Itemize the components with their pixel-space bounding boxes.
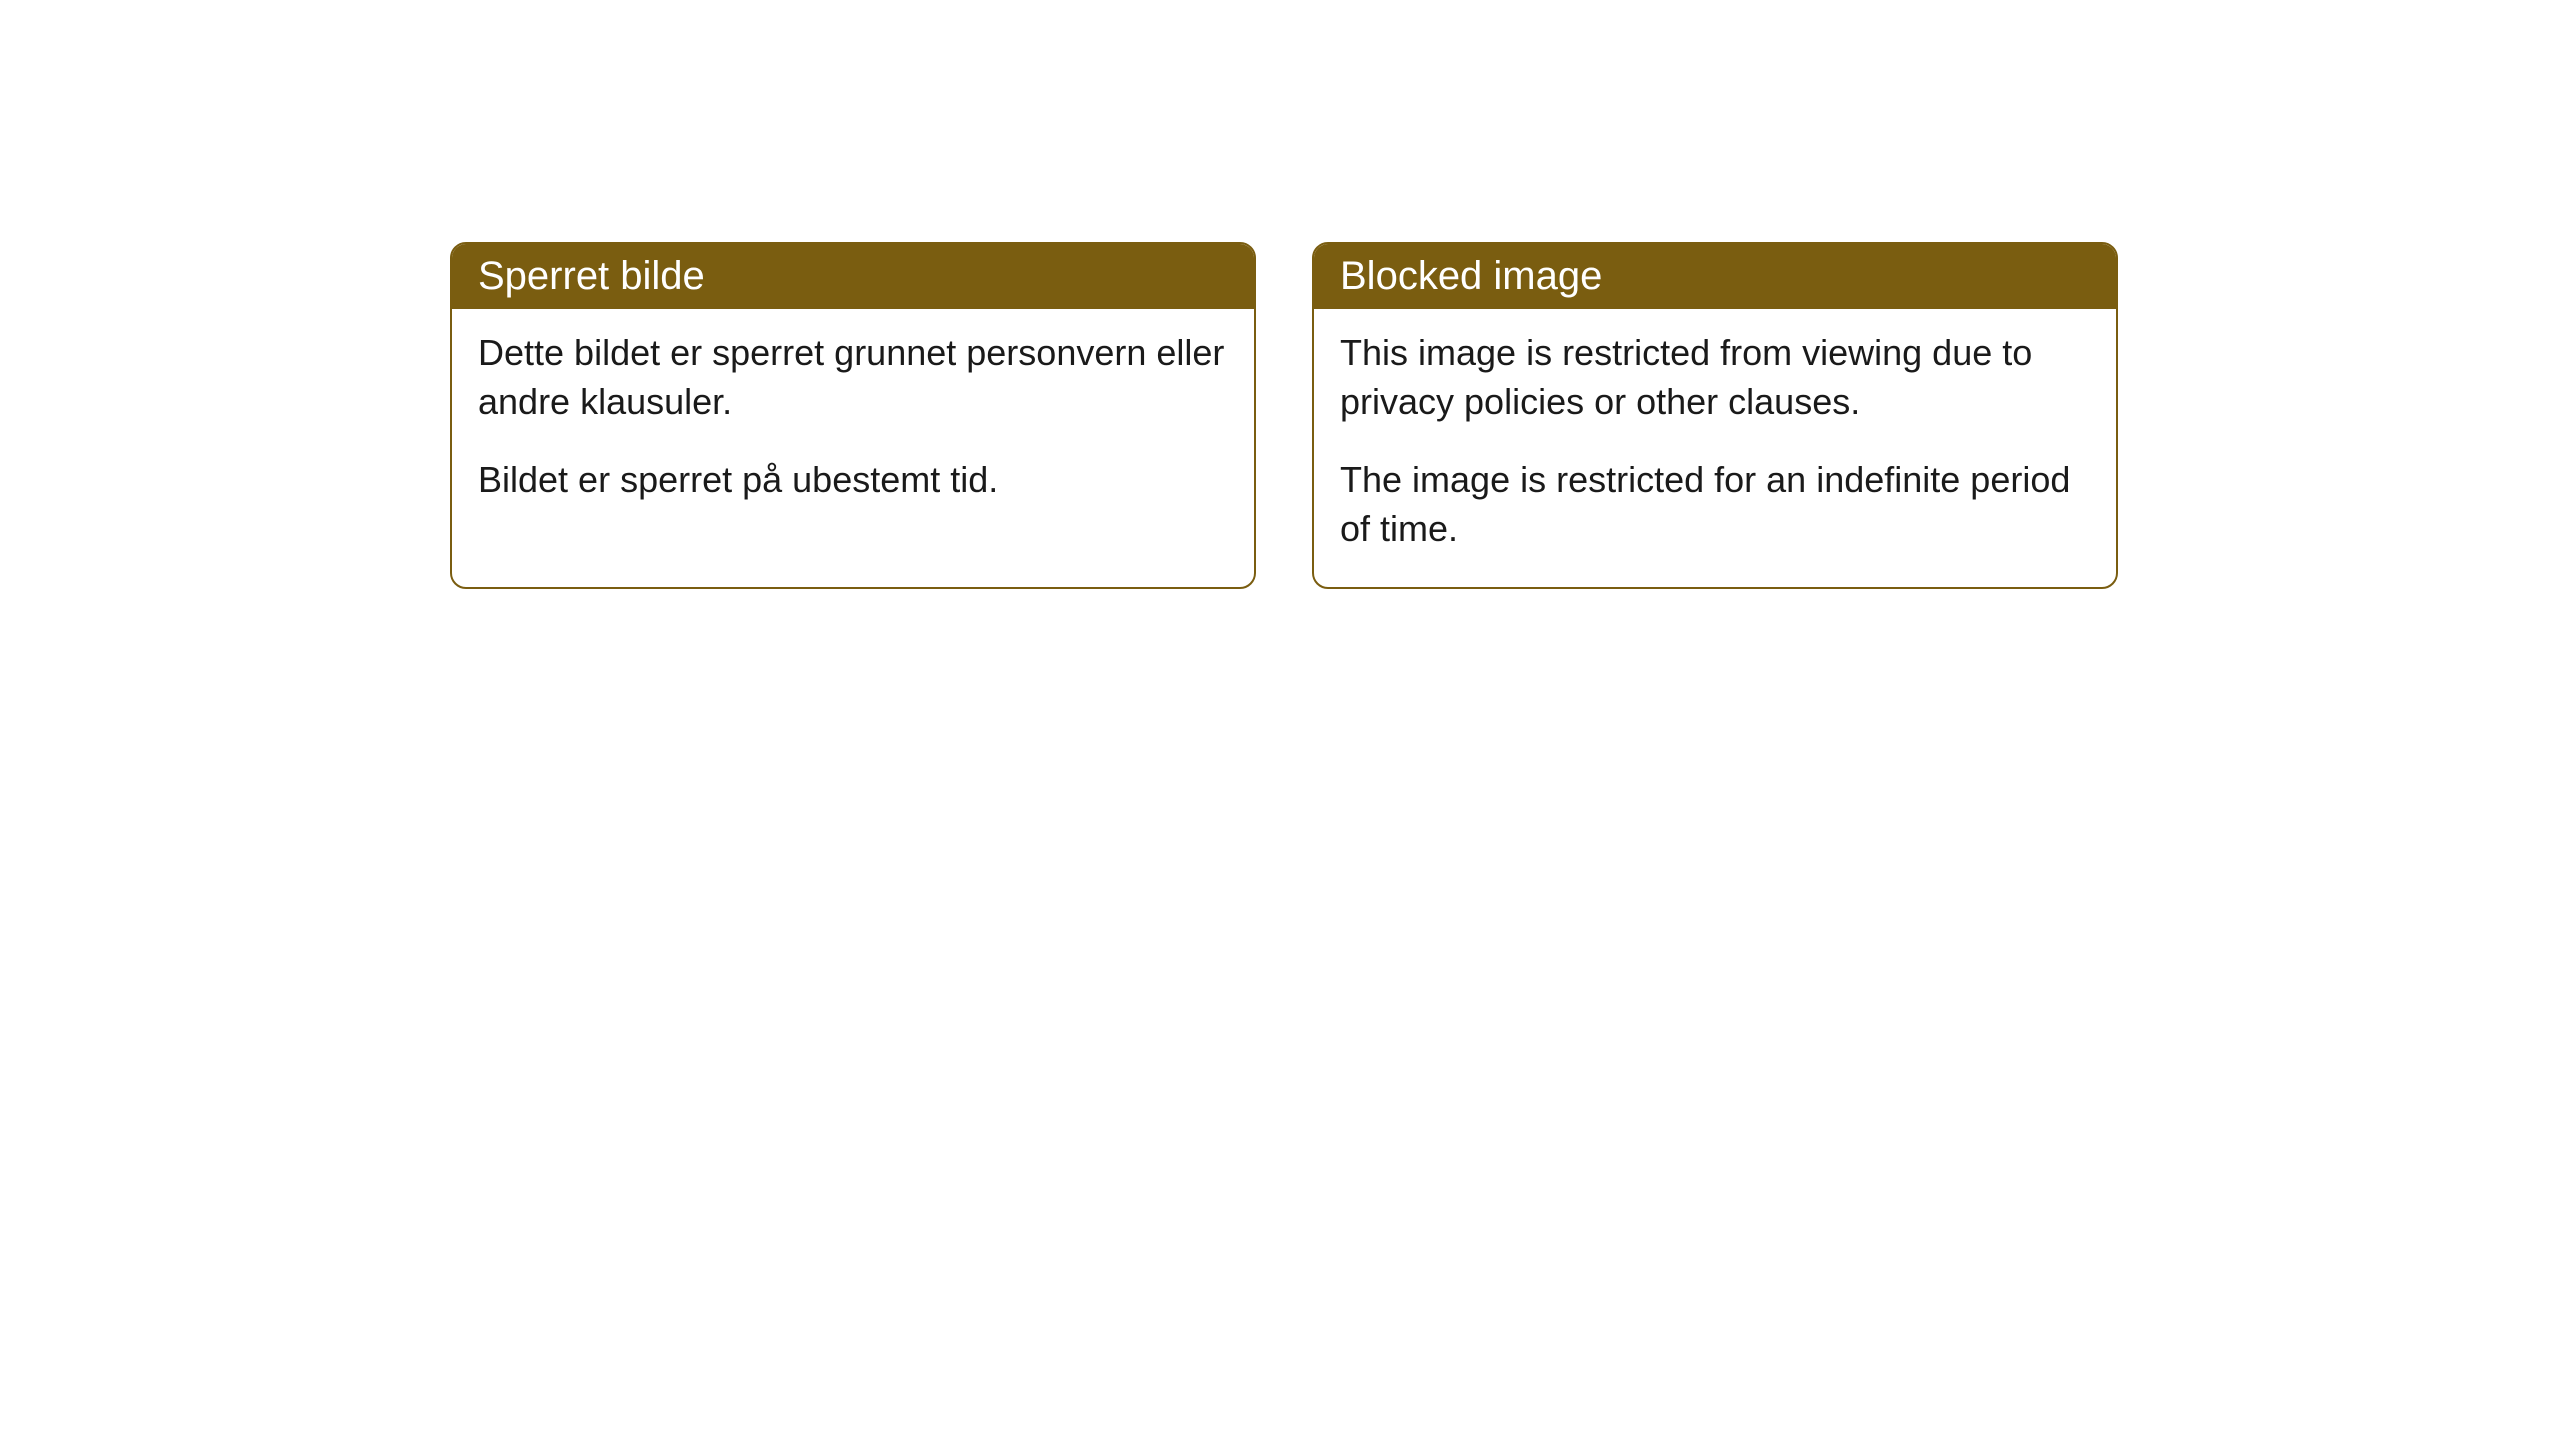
cards-container: Sperret bilde Dette bildet er sperret gr… bbox=[450, 242, 2118, 589]
card-paragraph: Dette bildet er sperret grunnet personve… bbox=[478, 329, 1228, 426]
card-paragraph: Bildet er sperret på ubestemt tid. bbox=[478, 456, 1228, 505]
blocked-image-card-norwegian: Sperret bilde Dette bildet er sperret gr… bbox=[450, 242, 1256, 589]
card-body-norwegian: Dette bildet er sperret grunnet personve… bbox=[452, 309, 1254, 539]
card-body-english: This image is restricted from viewing du… bbox=[1314, 309, 2116, 587]
card-paragraph: This image is restricted from viewing du… bbox=[1340, 329, 2090, 426]
card-header-english: Blocked image bbox=[1314, 244, 2116, 309]
card-header-norwegian: Sperret bilde bbox=[452, 244, 1254, 309]
card-title: Sperret bilde bbox=[478, 254, 705, 298]
blocked-image-card-english: Blocked image This image is restricted f… bbox=[1312, 242, 2118, 589]
card-paragraph: The image is restricted for an indefinit… bbox=[1340, 456, 2090, 553]
card-title: Blocked image bbox=[1340, 254, 1602, 298]
